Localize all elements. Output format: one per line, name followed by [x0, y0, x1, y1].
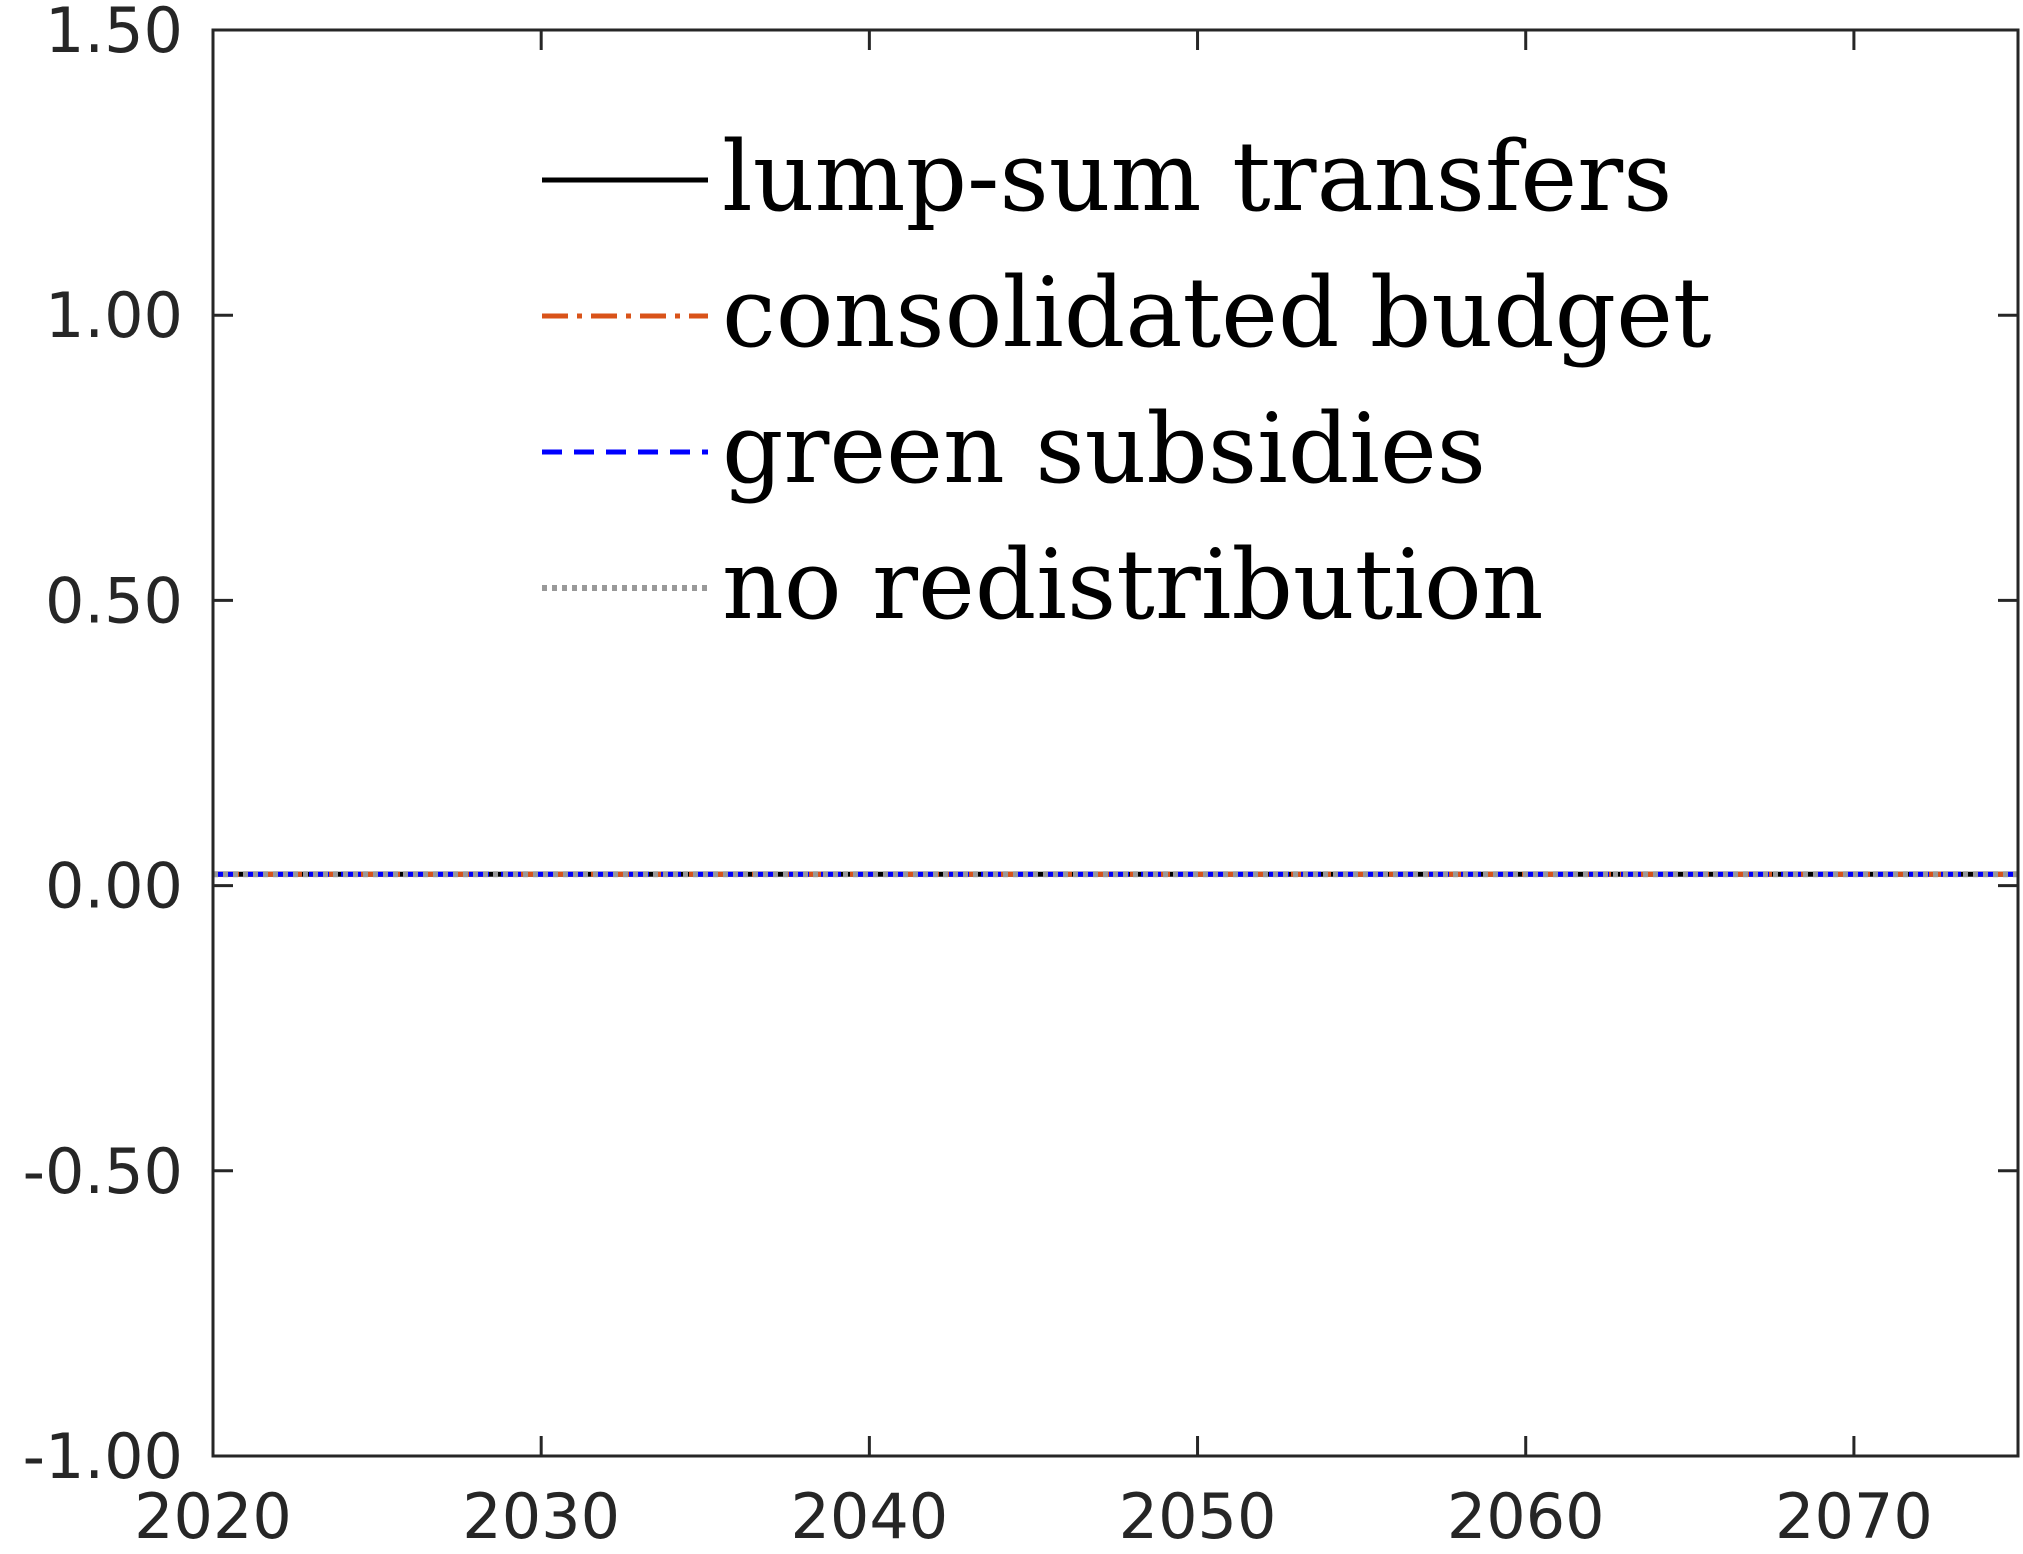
x-tick-label: 2020 — [134, 1480, 292, 1553]
x-tick-label: 2060 — [1447, 1480, 1605, 1553]
y-tick-label: 0.50 — [45, 564, 183, 637]
y-tick-label: 0.00 — [45, 850, 183, 923]
y-tick-label: -0.50 — [23, 1135, 183, 1208]
legend-label-2: consolidated budget — [722, 257, 1711, 369]
plot-area-frame — [211, 28, 2020, 1458]
y-tick-label: 1.00 — [45, 279, 183, 352]
x-tick-label: 2040 — [790, 1480, 948, 1553]
legend: lump-sum transfers consolidated budget gre… — [542, 121, 1711, 641]
x-tick-label: 2050 — [1119, 1480, 1277, 1553]
x-tick-label: 2070 — [1775, 1480, 1933, 1553]
legend-label-3: green subsidies — [722, 393, 1486, 505]
axes-layer: 2020 2030 2040 2050 2060 2070 1.50 1.00 0.50 0.00… — [23, 0, 2020, 1553]
x-tick-label: 2030 — [462, 1480, 620, 1553]
legend-label-1: lump-sum transfers — [722, 121, 1672, 233]
legend-label-4: no redistribution — [722, 529, 1544, 641]
y-tick-label: 1.50 — [45, 0, 183, 67]
y-tick-label: -1.00 — [23, 1420, 183, 1493]
